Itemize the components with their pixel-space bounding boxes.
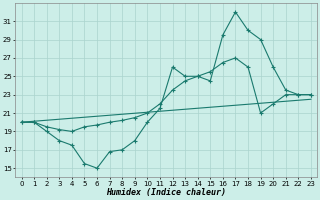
X-axis label: Humidex (Indice chaleur): Humidex (Indice chaleur): [106, 188, 226, 197]
